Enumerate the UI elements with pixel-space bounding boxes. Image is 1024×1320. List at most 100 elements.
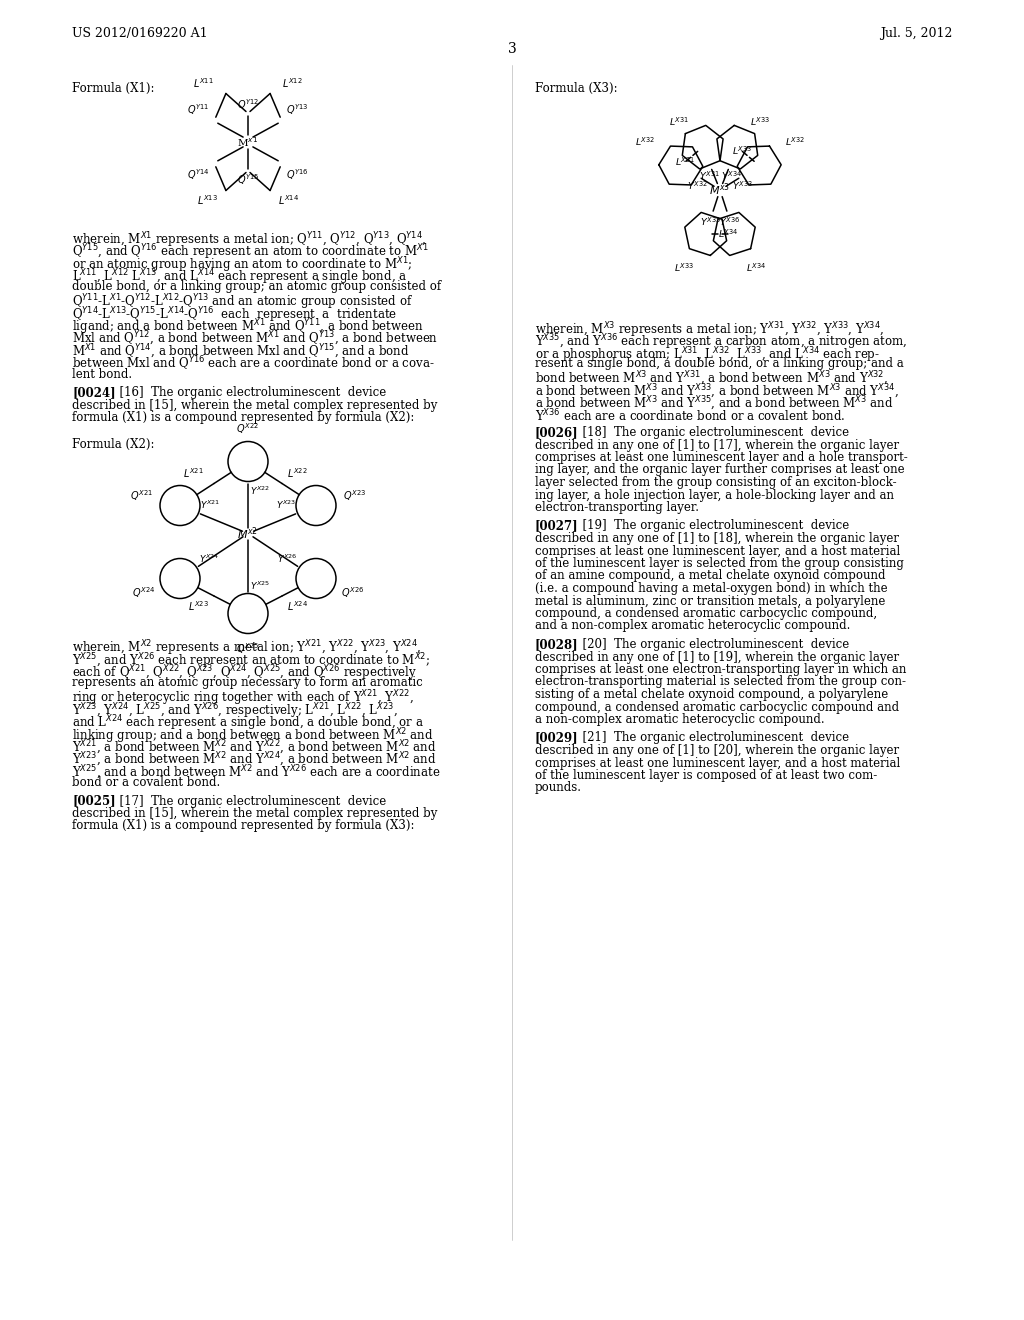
- Text: US 2012/0169220 A1: US 2012/0169220 A1: [72, 26, 208, 40]
- Text: bond or a covalent bond.: bond or a covalent bond.: [72, 776, 220, 789]
- Text: $L^{X22}$: $L^{X22}$: [287, 467, 308, 480]
- Text: Formula (X3):: Formula (X3):: [535, 82, 617, 95]
- Text: comprises at least one luminescent layer and a hole transport-: comprises at least one luminescent layer…: [535, 451, 907, 465]
- Text: described in any one of [1] to [17], wherein the organic layer: described in any one of [1] to [17], whe…: [535, 438, 899, 451]
- Text: $L^{X31}$: $L^{X31}$: [676, 156, 695, 168]
- Text: bond between M$^{X3}$ and Y$^{X31}$, a bond between M$^{X3}$ and Y$^{X32}$,: bond between M$^{X3}$ and Y$^{X31}$, a b…: [535, 370, 888, 388]
- Text: wherein, M$^{X2}$ represents a metal ion; Y$^{X21}$, Y$^{X22}$, Y$^{X23}$, Y$^{X: wherein, M$^{X2}$ represents a metal ion…: [72, 639, 421, 659]
- Text: $L^{X11}$: $L^{X11}$: [194, 77, 214, 91]
- Text: $L^{X33}$: $L^{X33}$: [732, 145, 753, 157]
- Text: [0025]: [0025]: [72, 795, 116, 808]
- Text: layer selected from the group consisting of an exciton-block-: layer selected from the group consisting…: [535, 477, 897, 488]
- Text: represents an atomic group necessary to form an aromatic: represents an atomic group necessary to …: [72, 676, 423, 689]
- Text: $Y^{X32}$: $Y^{X32}$: [687, 180, 708, 191]
- Text: $Q^{X26}$: $Q^{X26}$: [341, 586, 365, 601]
- Text: $Q^{Y16}$: $Q^{Y16}$: [286, 166, 309, 182]
- Text: [21]  The organic electroluminescent  device: [21] The organic electroluminescent devi…: [575, 731, 849, 744]
- Text: $L^{X33}$: $L^{X33}$: [674, 261, 694, 275]
- Text: a non-complex aromatic heterocyclic compound.: a non-complex aromatic heterocyclic comp…: [535, 713, 824, 726]
- Text: $M^{x3}$: $M^{x3}$: [710, 182, 730, 198]
- Text: $L^{X34}$: $L^{X34}$: [718, 227, 738, 240]
- Text: $L^{X33}$: $L^{X33}$: [751, 116, 771, 128]
- Text: Mxl and Q$^{Y12}$, a bond between M$^{X1}$ and Q$^{Y13}$, a bond between: Mxl and Q$^{Y12}$, a bond between M$^{X1…: [72, 330, 438, 348]
- Text: [16]  The organic electroluminescent  device: [16] The organic electroluminescent devi…: [112, 385, 386, 399]
- Text: Y$^{X36}$ each are a coordinate bond or a covalent bond.: Y$^{X36}$ each are a coordinate bond or …: [535, 408, 846, 424]
- Text: Formula (X1):: Formula (X1):: [72, 82, 155, 95]
- Text: $L^{X12}$: $L^{X12}$: [282, 77, 303, 91]
- Text: Y$^{X23}$, Y$^{X24}$, L$^{X25}$, and Y$^{X26}$, respectively; L$^{X21}$, L$^{X22: Y$^{X23}$, Y$^{X24}$, L$^{X25}$, and Y$^…: [72, 701, 397, 721]
- Text: metal is aluminum, zinc or transition metals, a polyarylene: metal is aluminum, zinc or transition me…: [535, 594, 886, 607]
- Text: [0029]: [0029]: [535, 731, 579, 744]
- Text: sisting of a metal chelate oxynoid compound, a polyarylene: sisting of a metal chelate oxynoid compo…: [535, 688, 888, 701]
- Text: Y$^{X25}$, and a bond between M$^{X2}$ and Y$^{X26}$ each are a coordinate: Y$^{X25}$, and a bond between M$^{X2}$ a…: [72, 763, 440, 781]
- Text: $Q^{Y11}$: $Q^{Y11}$: [187, 103, 210, 117]
- Text: of an amine compound, a metal chelate oxynoid compound: of an amine compound, a metal chelate ox…: [535, 569, 886, 582]
- Text: $Y^{X26}$: $Y^{X26}$: [278, 553, 297, 565]
- Text: $Q^{Y15}$: $Q^{Y15}$: [237, 173, 259, 187]
- Text: electron-transporting material is selected from the group con-: electron-transporting material is select…: [535, 676, 906, 689]
- Text: $Q^{X24}$: $Q^{X24}$: [132, 586, 156, 601]
- Text: ing layer, and the organic layer further comprises at least one: ing layer, and the organic layer further…: [535, 463, 904, 477]
- Text: described in any one of [1] to [20], wherein the organic layer: described in any one of [1] to [20], whe…: [535, 744, 899, 756]
- Text: a bond between M$^{X3}$ and Y$^{X35}$, and a bond between M$^{X3}$ and: a bond between M$^{X3}$ and Y$^{X35}$, a…: [535, 395, 894, 413]
- Text: Q$^{Y15}$, and Q$^{Y16}$ each represent an atom to coordinate to M$^{X1}$: Q$^{Y15}$, and Q$^{Y16}$ each represent …: [72, 243, 429, 263]
- Text: Q$^{Y11}$-L$^{X1}$-Q$^{Y12}$-L$^{X12}$-Q$^{Y13}$ and an atomic group consisted o: Q$^{Y11}$-L$^{X1}$-Q$^{Y12}$-L$^{X12}$-Q…: [72, 293, 413, 312]
- Text: $Y^{X21}$: $Y^{X21}$: [201, 499, 220, 511]
- Text: Y$^{X25}$, and Y$^{X26}$ each represent an atom to coordinate to M$^{X2}$;: Y$^{X25}$, and Y$^{X26}$ each represent …: [72, 651, 430, 671]
- Text: described in any one of [1] to [19], wherein the organic layer: described in any one of [1] to [19], whe…: [535, 651, 899, 664]
- Text: Y$^{X35}$, and Y$^{X36}$ each represent a carbon atom, a nitrogen atom,: Y$^{X35}$, and Y$^{X36}$ each represent …: [535, 333, 907, 352]
- Text: $Y^{X35}$: $Y^{X35}$: [700, 215, 721, 227]
- Text: $L^{X14}$: $L^{X14}$: [279, 194, 299, 207]
- Text: comprises at least one luminescent layer, and a host material: comprises at least one luminescent layer…: [535, 756, 900, 770]
- Text: [0027]: [0027]: [535, 520, 579, 532]
- Text: [19]  The organic electroluminescent  device: [19] The organic electroluminescent devi…: [575, 520, 849, 532]
- Text: and a non-complex aromatic heterocyclic compound.: and a non-complex aromatic heterocyclic …: [535, 619, 850, 632]
- Text: $Q^{Y13}$: $Q^{Y13}$: [286, 103, 309, 117]
- Text: resent a single bond, a double bond, or a linking group; and a: resent a single bond, a double bond, or …: [535, 358, 904, 371]
- Text: wherein, M$^{X1}$ represents a metal ion; Q$^{Y11}$, Q$^{Y12}$, Q$^{Y13}$, Q$^{Y: wherein, M$^{X1}$ represents a metal ion…: [72, 230, 426, 249]
- Text: compound, a condensed aromatic carbocyclic compound and: compound, a condensed aromatic carbocycl…: [535, 701, 899, 714]
- Text: of the luminescent layer is composed of at least two com-: of the luminescent layer is composed of …: [535, 770, 878, 781]
- Text: wherein, M$^{X3}$ represents a metal ion; Y$^{X31}$, Y$^{X32}$, Y$^{X33}$, Y$^{X: wherein, M$^{X3}$ represents a metal ion…: [535, 319, 885, 339]
- Text: comprises at least one electron-transporting layer in which an: comprises at least one electron-transpor…: [535, 663, 906, 676]
- Text: L$^{X11}$, L$^{X12}$ L$^{X13}$, and L$^{X14}$ each represent a single bond, a: L$^{X11}$, L$^{X12}$ L$^{X13}$, and L$^{…: [72, 268, 408, 286]
- Text: linking group; and a bond between a bond between M$^{X2}$ and: linking group; and a bond between a bond…: [72, 726, 434, 746]
- Text: M$^{X1}$ and Q$^{Y14}$, a bond between Mxl and Q$^{Y15}$, and a bond: M$^{X1}$ and Q$^{Y14}$, a bond between M…: [72, 342, 410, 360]
- Text: $L^{X31}$: $L^{X31}$: [670, 116, 689, 128]
- Text: $Q^{X21}$: $Q^{X21}$: [130, 488, 153, 503]
- Text: [0026]: [0026]: [535, 426, 579, 440]
- Text: [17]  The organic electroluminescent  device: [17] The organic electroluminescent devi…: [112, 795, 386, 808]
- Text: described in any one of [1] to [18], wherein the organic layer: described in any one of [1] to [18], whe…: [535, 532, 899, 545]
- Text: $Q^{Y12}$: $Q^{Y12}$: [237, 96, 259, 111]
- Text: $Y^{X36}$: $Y^{X36}$: [719, 215, 740, 227]
- Text: $Y^{X34}$: $Y^{X34}$: [721, 169, 741, 182]
- Text: 3: 3: [508, 42, 516, 55]
- Text: ligand; and a bond between M$^{X1}$ and Q$^{Y11}$, a bond between: ligand; and a bond between M$^{X1}$ and …: [72, 318, 424, 337]
- Text: $L^{X24}$: $L^{X24}$: [287, 599, 308, 612]
- Text: $\mathregular{M}^{x1}$: $\mathregular{M}^{x1}$: [238, 135, 258, 149]
- Text: ring or heterocyclic ring together with each of Y$^{X21}$, Y$^{X22}$,: ring or heterocyclic ring together with …: [72, 689, 414, 708]
- Text: or an atomic group having an atom to coordinate to M$^{X1}$;: or an atomic group having an atom to coo…: [72, 255, 413, 275]
- Text: pounds.: pounds.: [535, 781, 582, 795]
- Text: $Q^{Y14}$: $Q^{Y14}$: [186, 166, 210, 182]
- Text: $M^{x2}$: $M^{x2}$: [238, 525, 258, 541]
- Text: ing layer, a hole injection layer, a hole-blocking layer and an: ing layer, a hole injection layer, a hol…: [535, 488, 894, 502]
- Text: of the luminescent layer is selected from the group consisting: of the luminescent layer is selected fro…: [535, 557, 904, 570]
- Text: Jul. 5, 2012: Jul. 5, 2012: [880, 26, 952, 40]
- Text: $Q^{X22}$: $Q^{X22}$: [237, 421, 259, 436]
- Text: formula (X1) is a compound represented by formula (X3):: formula (X1) is a compound represented b…: [72, 820, 415, 833]
- Text: electron-transporting layer.: electron-transporting layer.: [535, 502, 699, 513]
- Text: described in [15], wherein the metal complex represented by: described in [15], wherein the metal com…: [72, 807, 437, 820]
- Text: or a phosphorus atom; L$^{X31}$, L$^{X32}$, L$^{X33}$, and L$^{X34}$ each rep-: or a phosphorus atom; L$^{X31}$, L$^{X32…: [535, 345, 880, 364]
- Text: $L^{X34}$: $L^{X34}$: [745, 261, 766, 275]
- Text: $Y^{X22}$: $Y^{X22}$: [250, 484, 270, 496]
- Text: [0024]: [0024]: [72, 385, 116, 399]
- Text: (i.e. a compound having a metal-oxygen bond) in which the: (i.e. a compound having a metal-oxygen b…: [535, 582, 888, 595]
- Text: Formula (X2):: Formula (X2):: [72, 437, 155, 450]
- Text: $Y^{X24}$: $Y^{X24}$: [199, 553, 219, 565]
- Text: Y$^{X21}$, a bond between M$^{X2}$ and Y$^{X22}$, a bond between M$^{X2}$ and: Y$^{X21}$, a bond between M$^{X2}$ and Y…: [72, 738, 436, 756]
- Text: a bond between M$^{X3}$ and Y$^{X33}$, a bond between M$^{X3}$ and Y$^{X34}$,: a bond between M$^{X3}$ and Y$^{X33}$, a…: [535, 383, 899, 400]
- Text: comprises at least one luminescent layer, and a host material: comprises at least one luminescent layer…: [535, 544, 900, 557]
- Text: $Y^{X23}$: $Y^{X23}$: [275, 499, 296, 511]
- Text: between Mxl and Q$^{Y16}$ each are a coordinate bond or a cova-: between Mxl and Q$^{Y16}$ each are a coo…: [72, 355, 434, 374]
